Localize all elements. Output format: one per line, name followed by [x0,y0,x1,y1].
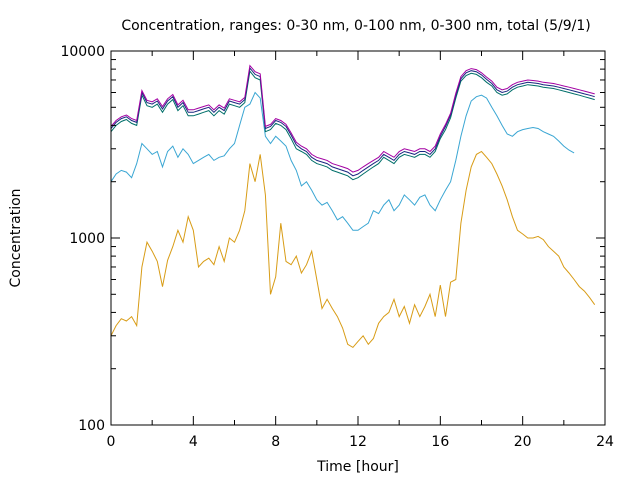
y-tick-label: 10000 [60,44,105,60]
x-tick-label: 4 [189,434,198,450]
y-tick-label: 1000 [69,231,105,247]
y-tick-label: 100 [78,418,105,434]
x-tick-label: 12 [349,434,367,450]
x-axis-label: Time [hour] [316,459,399,475]
x-tick-label: 20 [514,434,532,450]
series-line-3 [110,70,595,181]
ticks-layer: 0 4 8 12 16 20 24 100 1000 10000 [60,44,614,450]
series-layer [110,64,596,349]
x-tick-label: 16 [431,434,449,450]
plot-frame [110,50,606,426]
x-tick-label: 24 [596,434,614,450]
series-line-4 [110,66,595,177]
series-line-5 [110,64,595,173]
x-tick-label: 0 [107,434,116,450]
chart-title: Concentration, ranges: 0-30 nm, 0-100 nm… [121,18,590,34]
series-line-1 [110,150,596,349]
x-tick-label: 8 [271,434,280,450]
y-axis-label: Concentration [8,188,24,287]
series-line-2 [110,91,575,231]
